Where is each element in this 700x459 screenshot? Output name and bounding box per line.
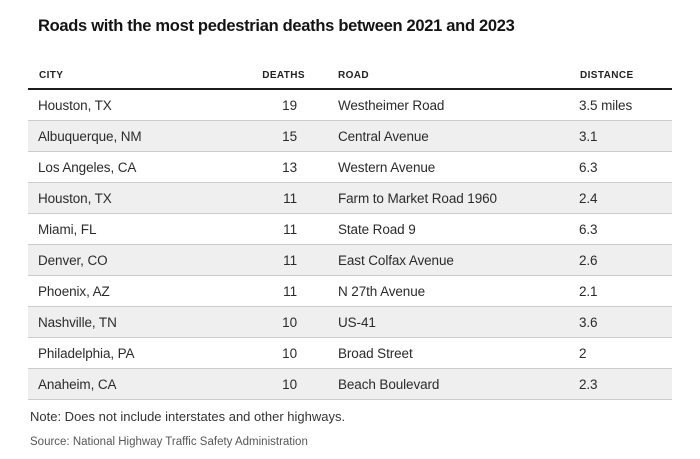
cell-road: Farm to Market Road 1960 <box>338 190 497 206</box>
cell-road: East Colfax Avenue <box>338 252 454 268</box>
cell-city: Nashville, TN <box>38 314 117 330</box>
cell-city: Los Angeles, CA <box>38 159 137 175</box>
cell-deaths: 11 <box>283 190 297 206</box>
cell-city: Albuquerque, NM <box>38 128 142 144</box>
cell-deaths: 19 <box>282 97 297 113</box>
cell-distance: 3.1 <box>579 128 598 144</box>
cell-distance: 3.6 <box>579 314 598 330</box>
cell-city: Phoenix, AZ <box>38 283 110 299</box>
note-text: Note: Does not include interstates and o… <box>30 409 346 424</box>
cell-deaths: 11 <box>283 221 297 237</box>
column-header-deaths: DEATHS <box>262 69 305 81</box>
table-body: Houston, TX 19 Westheimer Road 3.5 miles Alb… <box>28 90 672 400</box>
cell-road: Westheimer Road <box>338 97 445 113</box>
table-row: Houston, TX 11 Farm to Market Road 1960 2.4 <box>28 183 672 214</box>
table-row: Anaheim, CA 10 Beach Boulevard 2.3 <box>28 369 672 400</box>
column-header-city: CITY <box>39 69 64 81</box>
data-table: CITY DEATHS ROAD DISTANCE Houston, TX 19 W… <box>28 62 672 400</box>
cell-city: Philadelphia, PA <box>38 345 135 361</box>
cell-road: State Road 9 <box>338 221 416 237</box>
cell-deaths: 10 <box>282 314 297 330</box>
table-row: Houston, TX 19 Westheimer Road 3.5 miles <box>28 90 672 121</box>
cell-deaths: 10 <box>282 376 297 392</box>
cell-road: N 27th Avenue <box>338 283 426 299</box>
cell-road: Broad Street <box>338 345 413 361</box>
cell-distance: 2.1 <box>579 283 598 299</box>
cell-distance: 6.3 <box>579 159 598 175</box>
cell-distance: 3.5 miles <box>579 97 633 113</box>
table-row: Nashville, TN 10 US-41 3.6 <box>28 307 672 338</box>
cell-road: US-41 <box>338 314 376 330</box>
column-header-road: ROAD <box>338 69 370 81</box>
table-row: Miami, FL 11 State Road 9 6.3 <box>28 214 672 245</box>
cell-road: Western Avenue <box>338 159 436 175</box>
table-row: Los Angeles, CA 13 Western Avenue 6.3 <box>28 152 672 183</box>
cell-distance: 2.6 <box>579 252 598 268</box>
table-row: Denver, CO 11 East Colfax Avenue 2.6 <box>28 245 672 276</box>
table-row: Philadelphia, PA 10 Broad Street 2 <box>28 338 672 369</box>
cell-city: Houston, TX <box>38 190 112 206</box>
table-row: Albuquerque, NM 15 Central Avenue 3.1 <box>28 121 672 152</box>
cell-distance: 2 <box>579 345 587 361</box>
cell-deaths: 13 <box>282 159 297 175</box>
cell-city: Miami, FL <box>38 221 97 237</box>
cell-distance: 2.3 <box>579 376 598 392</box>
source-text: Source: National Highway Traffic Safety … <box>30 436 308 448</box>
cell-city: Denver, CO <box>38 252 108 268</box>
cell-deaths: 10 <box>282 345 297 361</box>
cell-deaths: 15 <box>282 128 297 144</box>
cell-city: Houston, TX <box>38 97 112 113</box>
cell-distance: 2.4 <box>579 190 598 206</box>
cell-road: Beach Boulevard <box>338 376 440 392</box>
cell-deaths: 11 <box>283 283 297 299</box>
page-title: Roads with the most pedestrian deaths be… <box>38 17 515 35</box>
cell-distance: 6.3 <box>579 221 598 237</box>
cell-road: Central Avenue <box>338 128 429 144</box>
table-header-row: CITY DEATHS ROAD DISTANCE <box>28 62 672 90</box>
column-header-distance: DISTANCE <box>580 69 634 81</box>
cell-city: Anaheim, CA <box>38 376 117 392</box>
cell-deaths: 11 <box>283 252 297 268</box>
table-row: Phoenix, AZ 11 N 27th Avenue 2.1 <box>28 276 672 307</box>
